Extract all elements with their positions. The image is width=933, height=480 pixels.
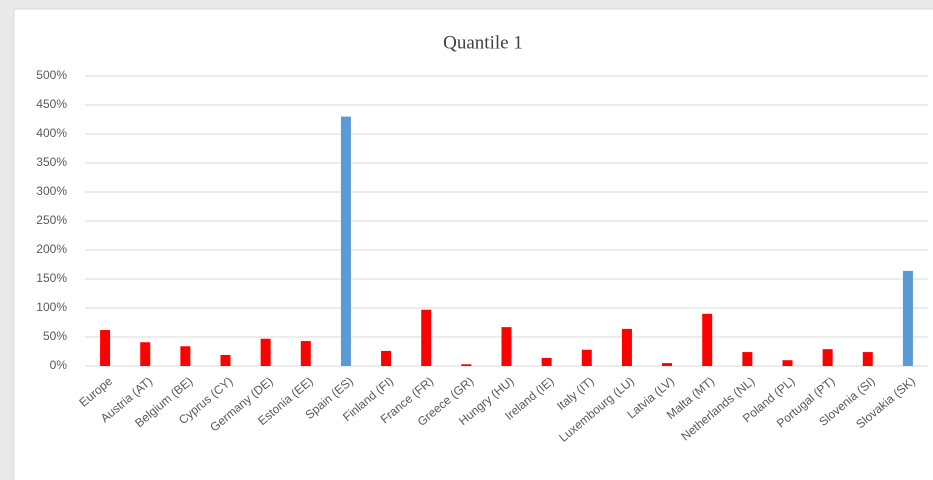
bar [822, 349, 833, 366]
bar [220, 354, 231, 366]
y-tick-label: 450% [36, 97, 67, 111]
y-tick-label: 150% [36, 271, 67, 285]
bar [621, 328, 632, 366]
bar [581, 349, 592, 366]
bar [702, 313, 713, 366]
y-tick-label: 200% [36, 242, 67, 256]
bar [902, 270, 913, 366]
y-tick-label: 300% [36, 184, 67, 198]
bar [300, 341, 311, 366]
chart-area [13, 8, 933, 480]
bar [381, 350, 392, 366]
bar [782, 360, 793, 366]
bar [340, 116, 351, 366]
bar [662, 363, 673, 366]
y-tick-label: 50% [43, 329, 67, 343]
bar [100, 330, 111, 366]
bar [541, 357, 552, 366]
y-tick-label: 250% [36, 213, 67, 227]
bar [140, 342, 151, 366]
bar [180, 346, 191, 366]
bar [421, 309, 432, 366]
chart-title: Quantile 1 [443, 32, 523, 53]
y-tick-label: 400% [36, 126, 67, 140]
y-tick-label: 350% [36, 155, 67, 169]
bar [742, 352, 753, 366]
bar [461, 364, 472, 366]
y-tick-label: 0% [50, 358, 68, 372]
bar [862, 352, 873, 366]
bar [501, 327, 512, 366]
y-tick-label: 500% [36, 68, 67, 82]
y-tick-label: 100% [36, 300, 67, 314]
bar [260, 338, 271, 366]
